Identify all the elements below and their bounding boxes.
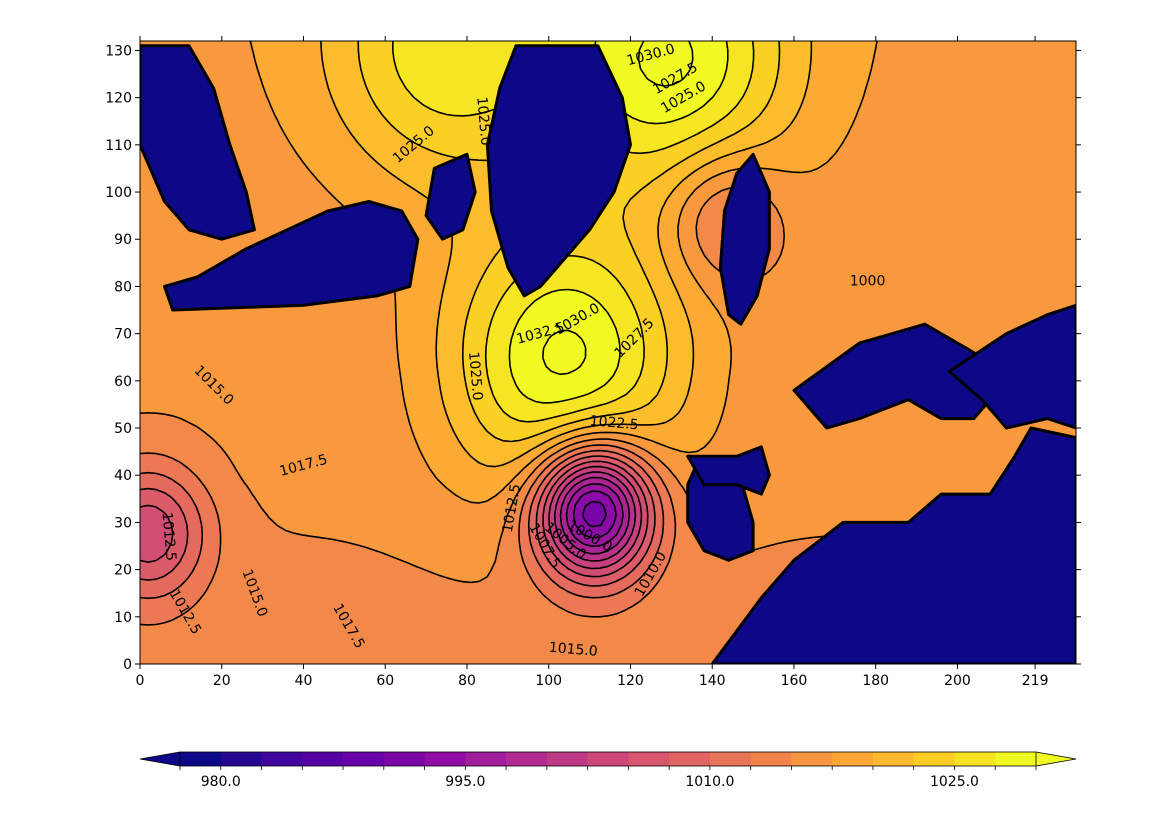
x-tick-label: 0 bbox=[136, 673, 145, 689]
colorbar-tick-label: 1025.0 bbox=[930, 774, 979, 790]
land-mass bbox=[686, 445, 771, 496]
land-mass bbox=[140, 44, 256, 241]
colorbar-segment bbox=[343, 752, 385, 766]
colorbar-segment bbox=[995, 752, 1037, 766]
colorbar-segment bbox=[546, 752, 589, 766]
y-tick-label: 120 bbox=[105, 91, 132, 107]
y-tick-label: 110 bbox=[105, 138, 132, 154]
y-tick-label: 10 bbox=[114, 610, 132, 626]
colorbar-segment bbox=[587, 752, 629, 766]
y-tick-label: 0 bbox=[123, 657, 132, 673]
contour-line bbox=[548, 465, 643, 570]
land-mass bbox=[792, 322, 1000, 430]
x-tick-label: 140 bbox=[699, 673, 726, 689]
land-mass bbox=[718, 152, 771, 326]
contour-label: 1000 bbox=[850, 274, 886, 290]
contour-line bbox=[542, 41, 694, 376]
y-tick-label: 130 bbox=[105, 43, 132, 59]
colorbar-extend-low bbox=[139, 751, 181, 767]
colorbar-segment bbox=[424, 752, 466, 766]
contour-line bbox=[320, 41, 813, 468]
contour-line bbox=[565, 483, 624, 547]
land-mass bbox=[163, 200, 420, 312]
contour-line bbox=[582, 500, 607, 528]
contour-line bbox=[572, 490, 617, 539]
land-mask bbox=[140, 44, 1076, 664]
x-tick-label: 219 bbox=[1022, 673, 1049, 689]
y-tick-label: 90 bbox=[114, 232, 132, 248]
colorbar-segment bbox=[832, 752, 874, 766]
colorbar-tick-label: 980.0 bbox=[201, 774, 241, 790]
land-mass bbox=[710, 426, 1076, 664]
contour-label: 1022.5 bbox=[589, 413, 639, 433]
x-tick-label: 120 bbox=[617, 673, 644, 689]
colorbar-extend-high bbox=[1035, 751, 1077, 767]
y-tick-label: 20 bbox=[114, 563, 132, 579]
colorbar-segment bbox=[180, 752, 222, 766]
x-tick-label: 40 bbox=[295, 673, 313, 689]
colorbar-segment bbox=[506, 752, 548, 766]
contour-label: 1025.0 bbox=[465, 351, 485, 401]
y-tick-label: 70 bbox=[114, 327, 132, 343]
colorbar-tick-label: 995.0 bbox=[445, 774, 485, 790]
contour-label: 1012.5 bbox=[159, 511, 179, 561]
contour-line bbox=[140, 455, 656, 587]
colorbar-segment bbox=[220, 752, 263, 766]
land-mass bbox=[485, 44, 632, 298]
x-tick-label: 100 bbox=[535, 673, 562, 689]
contour-line bbox=[553, 471, 637, 562]
colorbar-segment bbox=[913, 752, 955, 766]
colorbar-segment bbox=[628, 752, 670, 766]
x-tick-label: 20 bbox=[213, 673, 231, 689]
colorbar-segment bbox=[709, 752, 752, 766]
land-mass bbox=[947, 303, 1076, 430]
y-axis: 0 10 20 30 40 50 60 70 80 90 100 110 120 130 bbox=[105, 43, 1081, 673]
colorbar-segment bbox=[383, 752, 426, 766]
y-tick-label: 60 bbox=[114, 374, 132, 390]
contour-line bbox=[140, 460, 649, 578]
x-tick-label: 60 bbox=[376, 673, 394, 689]
contour-lines bbox=[140, 41, 1076, 626]
colorbar-tick-label: 1010.0 bbox=[685, 774, 734, 790]
y-tick-label: 30 bbox=[114, 515, 132, 531]
colorbar-segment bbox=[302, 752, 344, 766]
colorbar-segment bbox=[465, 752, 507, 766]
contour-label: 1025.0 bbox=[473, 96, 493, 146]
x-tick-label: 200 bbox=[944, 673, 971, 689]
land-mass bbox=[424, 152, 477, 241]
contour-line bbox=[140, 449, 665, 600]
colorbar-segment bbox=[872, 752, 915, 766]
contour-label: 1015.0 bbox=[548, 640, 598, 660]
colorbar-segment bbox=[750, 752, 792, 766]
x-tick-label: 180 bbox=[862, 673, 889, 689]
y-tick-label: 50 bbox=[114, 421, 132, 437]
x-tick-label: 80 bbox=[458, 673, 476, 689]
colorbar-segment bbox=[261, 752, 303, 766]
colorbar-segment bbox=[669, 752, 711, 766]
x-axis: 0 20 40 60 80 100 120 140 160 180 200 219 bbox=[136, 36, 1049, 689]
colorbar-frame bbox=[179, 751, 1037, 767]
plot-frame bbox=[139, 40, 1077, 665]
x-tick-label: 160 bbox=[781, 673, 808, 689]
y-tick-label: 80 bbox=[114, 279, 132, 295]
colorbar-segment bbox=[791, 752, 833, 766]
y-tick-label: 100 bbox=[105, 185, 132, 201]
colorbar-segment bbox=[954, 752, 996, 766]
contour-line bbox=[559, 476, 631, 555]
colorbar: 980.0 995.0 1010.0 1025.0 bbox=[139, 751, 1077, 790]
y-tick-label: 40 bbox=[114, 468, 132, 484]
plot-area: 1030.01027.51025.01025.01025.01030.01032… bbox=[140, 41, 1076, 664]
